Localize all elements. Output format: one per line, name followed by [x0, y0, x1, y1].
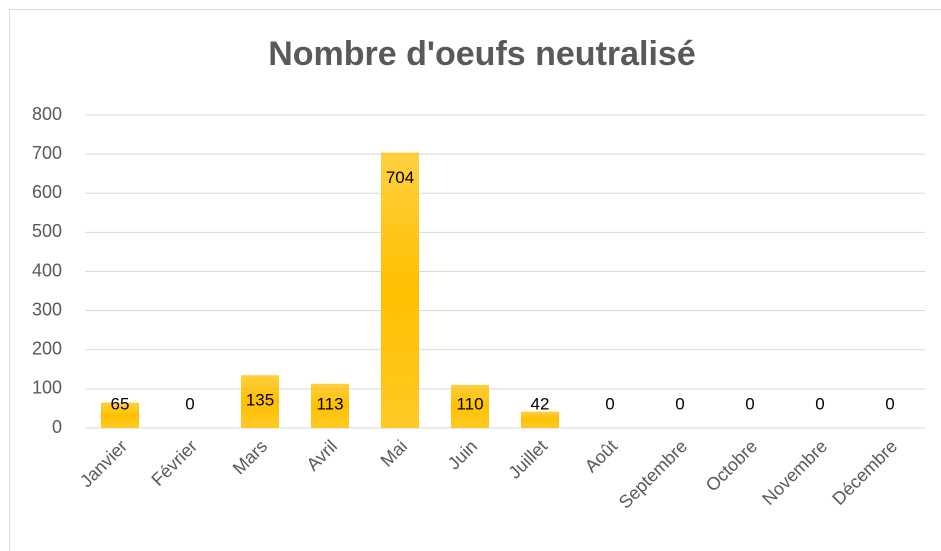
y-tick-label: 500 — [32, 221, 62, 241]
x-tick-label: Décembre — [828, 436, 901, 509]
data-label: 704 — [386, 168, 414, 187]
chart-title: Nombre d'oeufs neutralisé — [268, 35, 696, 73]
bar — [451, 384, 489, 428]
data-label: 135 — [246, 391, 274, 410]
chart-border — [9, 9, 941, 551]
y-tick-label: 700 — [32, 143, 62, 163]
y-tick-label: 800 — [32, 104, 62, 124]
x-tick-label: Août — [581, 436, 621, 476]
x-tick-label: Janvier — [76, 436, 131, 491]
x-tick-label: Avril — [303, 436, 342, 475]
data-label: 0 — [815, 394, 824, 413]
y-tick-label: 600 — [32, 182, 62, 202]
y-tick-label: 100 — [32, 378, 62, 398]
x-tick-label: Mars — [229, 436, 271, 478]
data-label: 65 — [111, 394, 130, 413]
data-label: 0 — [675, 394, 684, 413]
bar — [241, 375, 279, 428]
data-label: 0 — [185, 394, 194, 413]
x-tick-label: Mai — [377, 436, 412, 471]
bar — [101, 402, 139, 428]
data-label: 42 — [531, 394, 550, 413]
y-tick-label: 300 — [32, 299, 62, 319]
x-tick-label: Juillet — [504, 436, 551, 483]
x-tick-label: Septembre — [615, 436, 691, 512]
x-tick-label: Octobre — [702, 436, 761, 495]
bar — [311, 383, 349, 428]
data-label: 0 — [885, 394, 894, 413]
data-label: 0 — [745, 394, 754, 413]
y-tick-label: 200 — [32, 339, 62, 359]
y-tick-label: 0 — [52, 417, 62, 437]
x-tick-label: Novembre — [758, 436, 831, 509]
y-tick-label: 400 — [32, 260, 62, 280]
x-tick-label: Juin — [444, 436, 481, 473]
data-label: 0 — [605, 394, 614, 413]
data-label: 113 — [316, 394, 343, 413]
data-label: 110 — [456, 394, 483, 413]
bar — [381, 152, 419, 428]
x-tick-label: Février — [147, 436, 201, 490]
bar — [521, 411, 559, 428]
